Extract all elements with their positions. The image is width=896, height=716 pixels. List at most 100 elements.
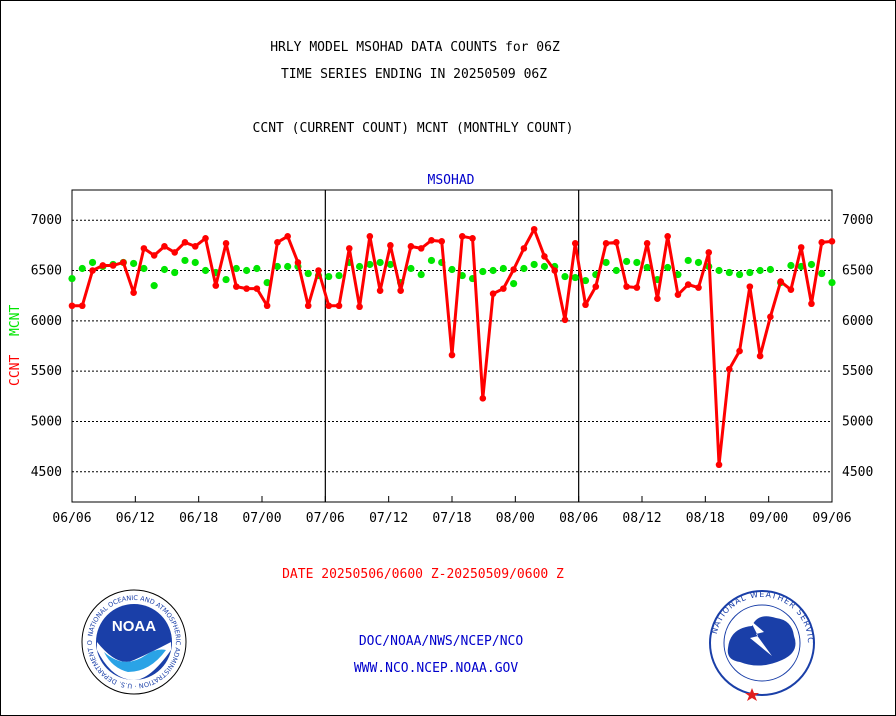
data-point-ccnt bbox=[171, 249, 179, 256]
data-point-mcnt bbox=[787, 261, 795, 270]
data-point-ccnt bbox=[736, 347, 743, 355]
y-tick-labels: 4500 4500 5000 5000 5500 5500 6000 6000 6500 6500… bbox=[31, 213, 874, 480]
data-point-ccnt bbox=[202, 235, 209, 242]
website-link[interactable]: WWW.NCO.NCEP.NOAA.GOV bbox=[354, 661, 519, 676]
data-point-mcnt bbox=[150, 282, 158, 290]
data-point-ccnt bbox=[520, 245, 528, 252]
data-point-mcnt bbox=[622, 257, 631, 266]
data-point-mcnt bbox=[448, 265, 456, 274]
y-axis-label-mcnt: MCNT bbox=[8, 305, 23, 336]
data-point-mcnt bbox=[78, 264, 86, 273]
data-point-mcnt bbox=[232, 264, 240, 273]
data-point-ccnt bbox=[530, 225, 538, 233]
y-tick-label-right: 6500 bbox=[842, 264, 873, 279]
data-point-mcnt bbox=[735, 270, 744, 279]
data-point-ccnt bbox=[797, 244, 805, 251]
chart-subtitle: CCNT (CURRENT COUNT) MCNT (MONTHLY COUNT… bbox=[253, 121, 574, 136]
data-point-ccnt bbox=[191, 243, 199, 250]
data-point-mcnt bbox=[160, 265, 169, 274]
data-point-ccnt bbox=[397, 287, 404, 294]
data-point-ccnt bbox=[828, 238, 836, 245]
data-point-ccnt bbox=[438, 238, 446, 245]
data-point-ccnt bbox=[602, 240, 610, 247]
data-point-mcnt bbox=[581, 276, 590, 285]
data-point-ccnt bbox=[571, 240, 579, 247]
data-point-ccnt bbox=[654, 295, 661, 302]
data-point-mcnt bbox=[325, 272, 333, 281]
data-point-mcnt bbox=[715, 266, 723, 275]
data-point-ccnt bbox=[458, 232, 466, 240]
data-point-ccnt bbox=[541, 253, 548, 260]
data-point-mcnt bbox=[68, 274, 76, 283]
data-point-ccnt bbox=[756, 352, 764, 360]
x-tick-label: 08/06 bbox=[559, 511, 598, 526]
x-tick-label: 07/18 bbox=[432, 511, 471, 526]
data-point-mcnt bbox=[171, 268, 179, 277]
data-point-mcnt bbox=[181, 256, 189, 265]
data-point-mcnt bbox=[510, 280, 518, 288]
data-point-ccnt bbox=[315, 267, 322, 274]
data-point-mcnt bbox=[263, 278, 271, 287]
noaa-logo-text: NOAA bbox=[112, 618, 156, 635]
data-point-ccnt bbox=[633, 284, 641, 291]
data-point-ccnt bbox=[777, 278, 784, 285]
y-tick-label-right: 7000 bbox=[842, 213, 873, 228]
data-point-mcnt bbox=[756, 266, 764, 275]
data-point-ccnt bbox=[818, 239, 826, 246]
data-point-ccnt bbox=[109, 262, 117, 269]
data-point-ccnt bbox=[407, 243, 415, 250]
data-point-ccnt bbox=[222, 240, 230, 247]
y-axis-label: CCNT MCNT bbox=[8, 305, 23, 386]
data-point-mcnt bbox=[140, 264, 148, 273]
data-point-ccnt bbox=[715, 461, 723, 469]
data-point-ccnt bbox=[284, 232, 291, 240]
data-point-ccnt bbox=[89, 267, 96, 274]
data-point-mcnt bbox=[191, 258, 199, 267]
chart-title-line2: TIME SERIES ENDING IN 20250509 06Z bbox=[281, 67, 547, 82]
data-point-mcnt bbox=[242, 266, 251, 275]
data-point-ccnt bbox=[181, 239, 189, 246]
data-point-mcnt bbox=[335, 271, 343, 280]
data-point-mcnt bbox=[273, 262, 282, 271]
data-point-mcnt bbox=[253, 264, 261, 273]
data-point-ccnt bbox=[325, 302, 333, 310]
org-path-link[interactable]: DOC/NOAA/NWS/NCEP/NCO bbox=[359, 634, 524, 649]
data-point-ccnt bbox=[150, 252, 158, 259]
data-point-ccnt bbox=[500, 285, 507, 292]
data-point-ccnt bbox=[551, 267, 559, 274]
data-point-ccnt bbox=[613, 239, 620, 246]
y-tick-label-left: 4500 bbox=[31, 465, 62, 480]
data-point-mcnt bbox=[766, 265, 774, 274]
data-point-mcnt bbox=[407, 264, 415, 273]
data-point-ccnt bbox=[479, 395, 487, 402]
data-point-ccnt bbox=[417, 245, 425, 252]
data-point-ccnt bbox=[448, 351, 456, 359]
data-point-mcnt bbox=[612, 266, 620, 275]
data-point-ccnt bbox=[489, 290, 497, 297]
data-point-ccnt bbox=[345, 245, 353, 252]
data-point-mcnt bbox=[520, 264, 528, 273]
data-point-mcnt bbox=[694, 258, 703, 267]
series-ccnt bbox=[68, 225, 836, 469]
data-point-mcnt bbox=[746, 268, 754, 277]
data-point-mcnt bbox=[602, 258, 610, 267]
data-point-mcnt bbox=[633, 258, 641, 267]
x-tick-label: 08/00 bbox=[496, 511, 535, 526]
data-point-ccnt bbox=[787, 286, 795, 293]
data-point-ccnt bbox=[212, 282, 220, 289]
data-point-mcnt bbox=[386, 260, 394, 269]
data-point-mcnt bbox=[499, 264, 507, 273]
data-point-mcnt bbox=[88, 258, 97, 267]
y-axis-label-ccnt: CCNT bbox=[8, 355, 23, 386]
x-tick-label: 06/18 bbox=[179, 511, 218, 526]
data-point-ccnt bbox=[130, 289, 137, 296]
x-tick-label: 08/18 bbox=[686, 511, 725, 526]
data-point-ccnt bbox=[592, 283, 600, 290]
data-point-ccnt bbox=[161, 243, 168, 250]
data-point-ccnt bbox=[120, 259, 127, 266]
x-tick-labels: 06/06 06/12 06/18 07/00 07/06 07/12 07/18 08/00… bbox=[52, 496, 852, 526]
data-point-mcnt bbox=[828, 278, 836, 287]
x-tick-label: 09/00 bbox=[749, 511, 788, 526]
data-point-mcnt bbox=[222, 275, 230, 284]
